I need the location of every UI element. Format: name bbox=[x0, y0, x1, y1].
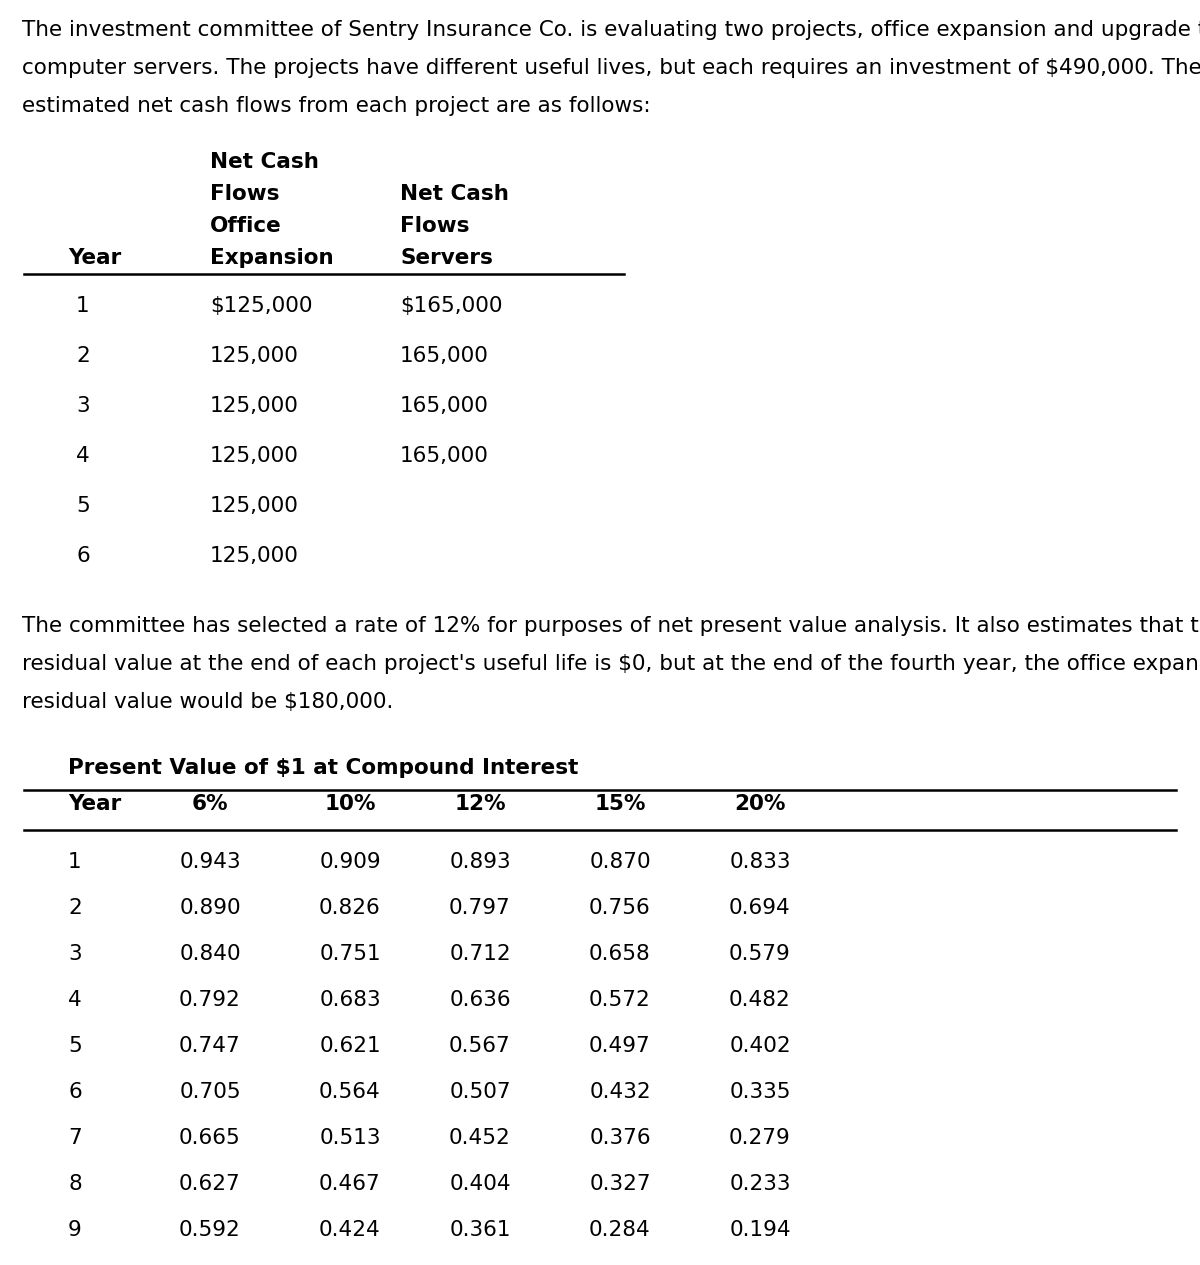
Text: 7: 7 bbox=[68, 1128, 82, 1149]
Text: Present Value of $1 at Compound Interest: Present Value of $1 at Compound Interest bbox=[68, 758, 578, 778]
Text: 0.665: 0.665 bbox=[179, 1128, 241, 1149]
Text: 0.751: 0.751 bbox=[319, 944, 380, 964]
Text: 0.658: 0.658 bbox=[589, 944, 650, 964]
Text: 0.361: 0.361 bbox=[449, 1219, 511, 1240]
Text: 3: 3 bbox=[68, 944, 82, 964]
Text: 0.402: 0.402 bbox=[730, 1036, 791, 1056]
Text: 2: 2 bbox=[68, 898, 82, 918]
Text: 0.826: 0.826 bbox=[319, 898, 380, 918]
Text: 1: 1 bbox=[68, 853, 82, 872]
Text: 165,000: 165,000 bbox=[400, 396, 488, 416]
Text: 0.335: 0.335 bbox=[730, 1082, 791, 1102]
Text: 20%: 20% bbox=[734, 794, 786, 813]
Text: Year: Year bbox=[68, 248, 121, 268]
Text: 0.579: 0.579 bbox=[730, 944, 791, 964]
Text: 0.705: 0.705 bbox=[179, 1082, 241, 1102]
Text: 8: 8 bbox=[68, 1174, 82, 1194]
Text: Flows: Flows bbox=[210, 183, 280, 204]
Text: Year: Year bbox=[68, 794, 121, 813]
Text: Net Cash: Net Cash bbox=[400, 183, 509, 204]
Text: Net Cash: Net Cash bbox=[210, 152, 319, 172]
Text: 5: 5 bbox=[68, 1036, 82, 1056]
Text: residual value at the end of each project's useful life is $0, but at the end of: residual value at the end of each projec… bbox=[22, 654, 1200, 674]
Text: 0.694: 0.694 bbox=[730, 898, 791, 918]
Text: 0.572: 0.572 bbox=[589, 990, 650, 1009]
Text: $125,000: $125,000 bbox=[210, 296, 312, 316]
Text: 0.284: 0.284 bbox=[589, 1219, 650, 1240]
Text: 0.233: 0.233 bbox=[730, 1174, 791, 1194]
Text: 10%: 10% bbox=[324, 794, 376, 813]
Text: estimated net cash flows from each project are as follows:: estimated net cash flows from each proje… bbox=[22, 96, 650, 116]
Text: 0.756: 0.756 bbox=[589, 898, 650, 918]
Text: 0.467: 0.467 bbox=[319, 1174, 380, 1194]
Text: 2: 2 bbox=[76, 347, 90, 366]
Text: 0.513: 0.513 bbox=[319, 1128, 380, 1149]
Text: 9: 9 bbox=[68, 1219, 82, 1240]
Text: 125,000: 125,000 bbox=[210, 546, 299, 565]
Text: 0.636: 0.636 bbox=[449, 990, 511, 1009]
Text: 125,000: 125,000 bbox=[210, 396, 299, 416]
Text: 12%: 12% bbox=[455, 794, 505, 813]
Text: 0.376: 0.376 bbox=[589, 1128, 650, 1149]
Text: 0.279: 0.279 bbox=[730, 1128, 791, 1149]
Text: 0.712: 0.712 bbox=[449, 944, 511, 964]
Text: 165,000: 165,000 bbox=[400, 447, 488, 466]
Text: 4: 4 bbox=[76, 447, 90, 466]
Text: Expansion: Expansion bbox=[210, 248, 334, 268]
Text: 0.840: 0.840 bbox=[179, 944, 241, 964]
Text: 0.564: 0.564 bbox=[319, 1082, 380, 1102]
Text: 0.792: 0.792 bbox=[179, 990, 241, 1009]
Text: 0.404: 0.404 bbox=[449, 1174, 511, 1194]
Text: 0.893: 0.893 bbox=[449, 853, 511, 872]
Text: 125,000: 125,000 bbox=[210, 496, 299, 516]
Text: 0.683: 0.683 bbox=[319, 990, 380, 1009]
Text: 0.890: 0.890 bbox=[179, 898, 241, 918]
Text: 0.592: 0.592 bbox=[179, 1219, 241, 1240]
Text: 6%: 6% bbox=[192, 794, 228, 813]
Text: 0.833: 0.833 bbox=[730, 853, 791, 872]
Text: The investment committee of Sentry Insurance Co. is evaluating two projects, off: The investment committee of Sentry Insur… bbox=[22, 20, 1200, 40]
Text: 0.909: 0.909 bbox=[319, 853, 380, 872]
Text: 0.621: 0.621 bbox=[319, 1036, 380, 1056]
Text: 3: 3 bbox=[76, 396, 90, 416]
Text: computer servers. The projects have different useful lives, but each requires an: computer servers. The projects have diff… bbox=[22, 58, 1200, 78]
Text: Office: Office bbox=[210, 216, 282, 237]
Text: 0.747: 0.747 bbox=[179, 1036, 241, 1056]
Text: 0.497: 0.497 bbox=[589, 1036, 650, 1056]
Text: 0.870: 0.870 bbox=[589, 853, 650, 872]
Text: 0.452: 0.452 bbox=[449, 1128, 511, 1149]
Text: 0.424: 0.424 bbox=[319, 1219, 380, 1240]
Text: The committee has selected a rate of 12% for purposes of net present value analy: The committee has selected a rate of 12%… bbox=[22, 616, 1200, 636]
Text: 0.432: 0.432 bbox=[589, 1082, 650, 1102]
Text: 5: 5 bbox=[76, 496, 90, 516]
Text: residual value would be $180,000.: residual value would be $180,000. bbox=[22, 692, 394, 712]
Text: 15%: 15% bbox=[594, 794, 646, 813]
Text: 4: 4 bbox=[68, 990, 82, 1009]
Text: 0.507: 0.507 bbox=[449, 1082, 511, 1102]
Text: 0.327: 0.327 bbox=[589, 1174, 650, 1194]
Text: 0.627: 0.627 bbox=[179, 1174, 241, 1194]
Text: 6: 6 bbox=[68, 1082, 82, 1102]
Text: 0.943: 0.943 bbox=[179, 853, 241, 872]
Text: Servers: Servers bbox=[400, 248, 493, 268]
Text: 6: 6 bbox=[76, 546, 90, 565]
Text: Flows: Flows bbox=[400, 216, 469, 237]
Text: $165,000: $165,000 bbox=[400, 296, 503, 316]
Text: 0.482: 0.482 bbox=[730, 990, 791, 1009]
Text: 125,000: 125,000 bbox=[210, 347, 299, 366]
Text: 165,000: 165,000 bbox=[400, 347, 488, 366]
Text: 125,000: 125,000 bbox=[210, 447, 299, 466]
Text: 0.194: 0.194 bbox=[730, 1219, 791, 1240]
Text: 0.567: 0.567 bbox=[449, 1036, 511, 1056]
Text: 0.797: 0.797 bbox=[449, 898, 511, 918]
Text: 1: 1 bbox=[76, 296, 90, 316]
